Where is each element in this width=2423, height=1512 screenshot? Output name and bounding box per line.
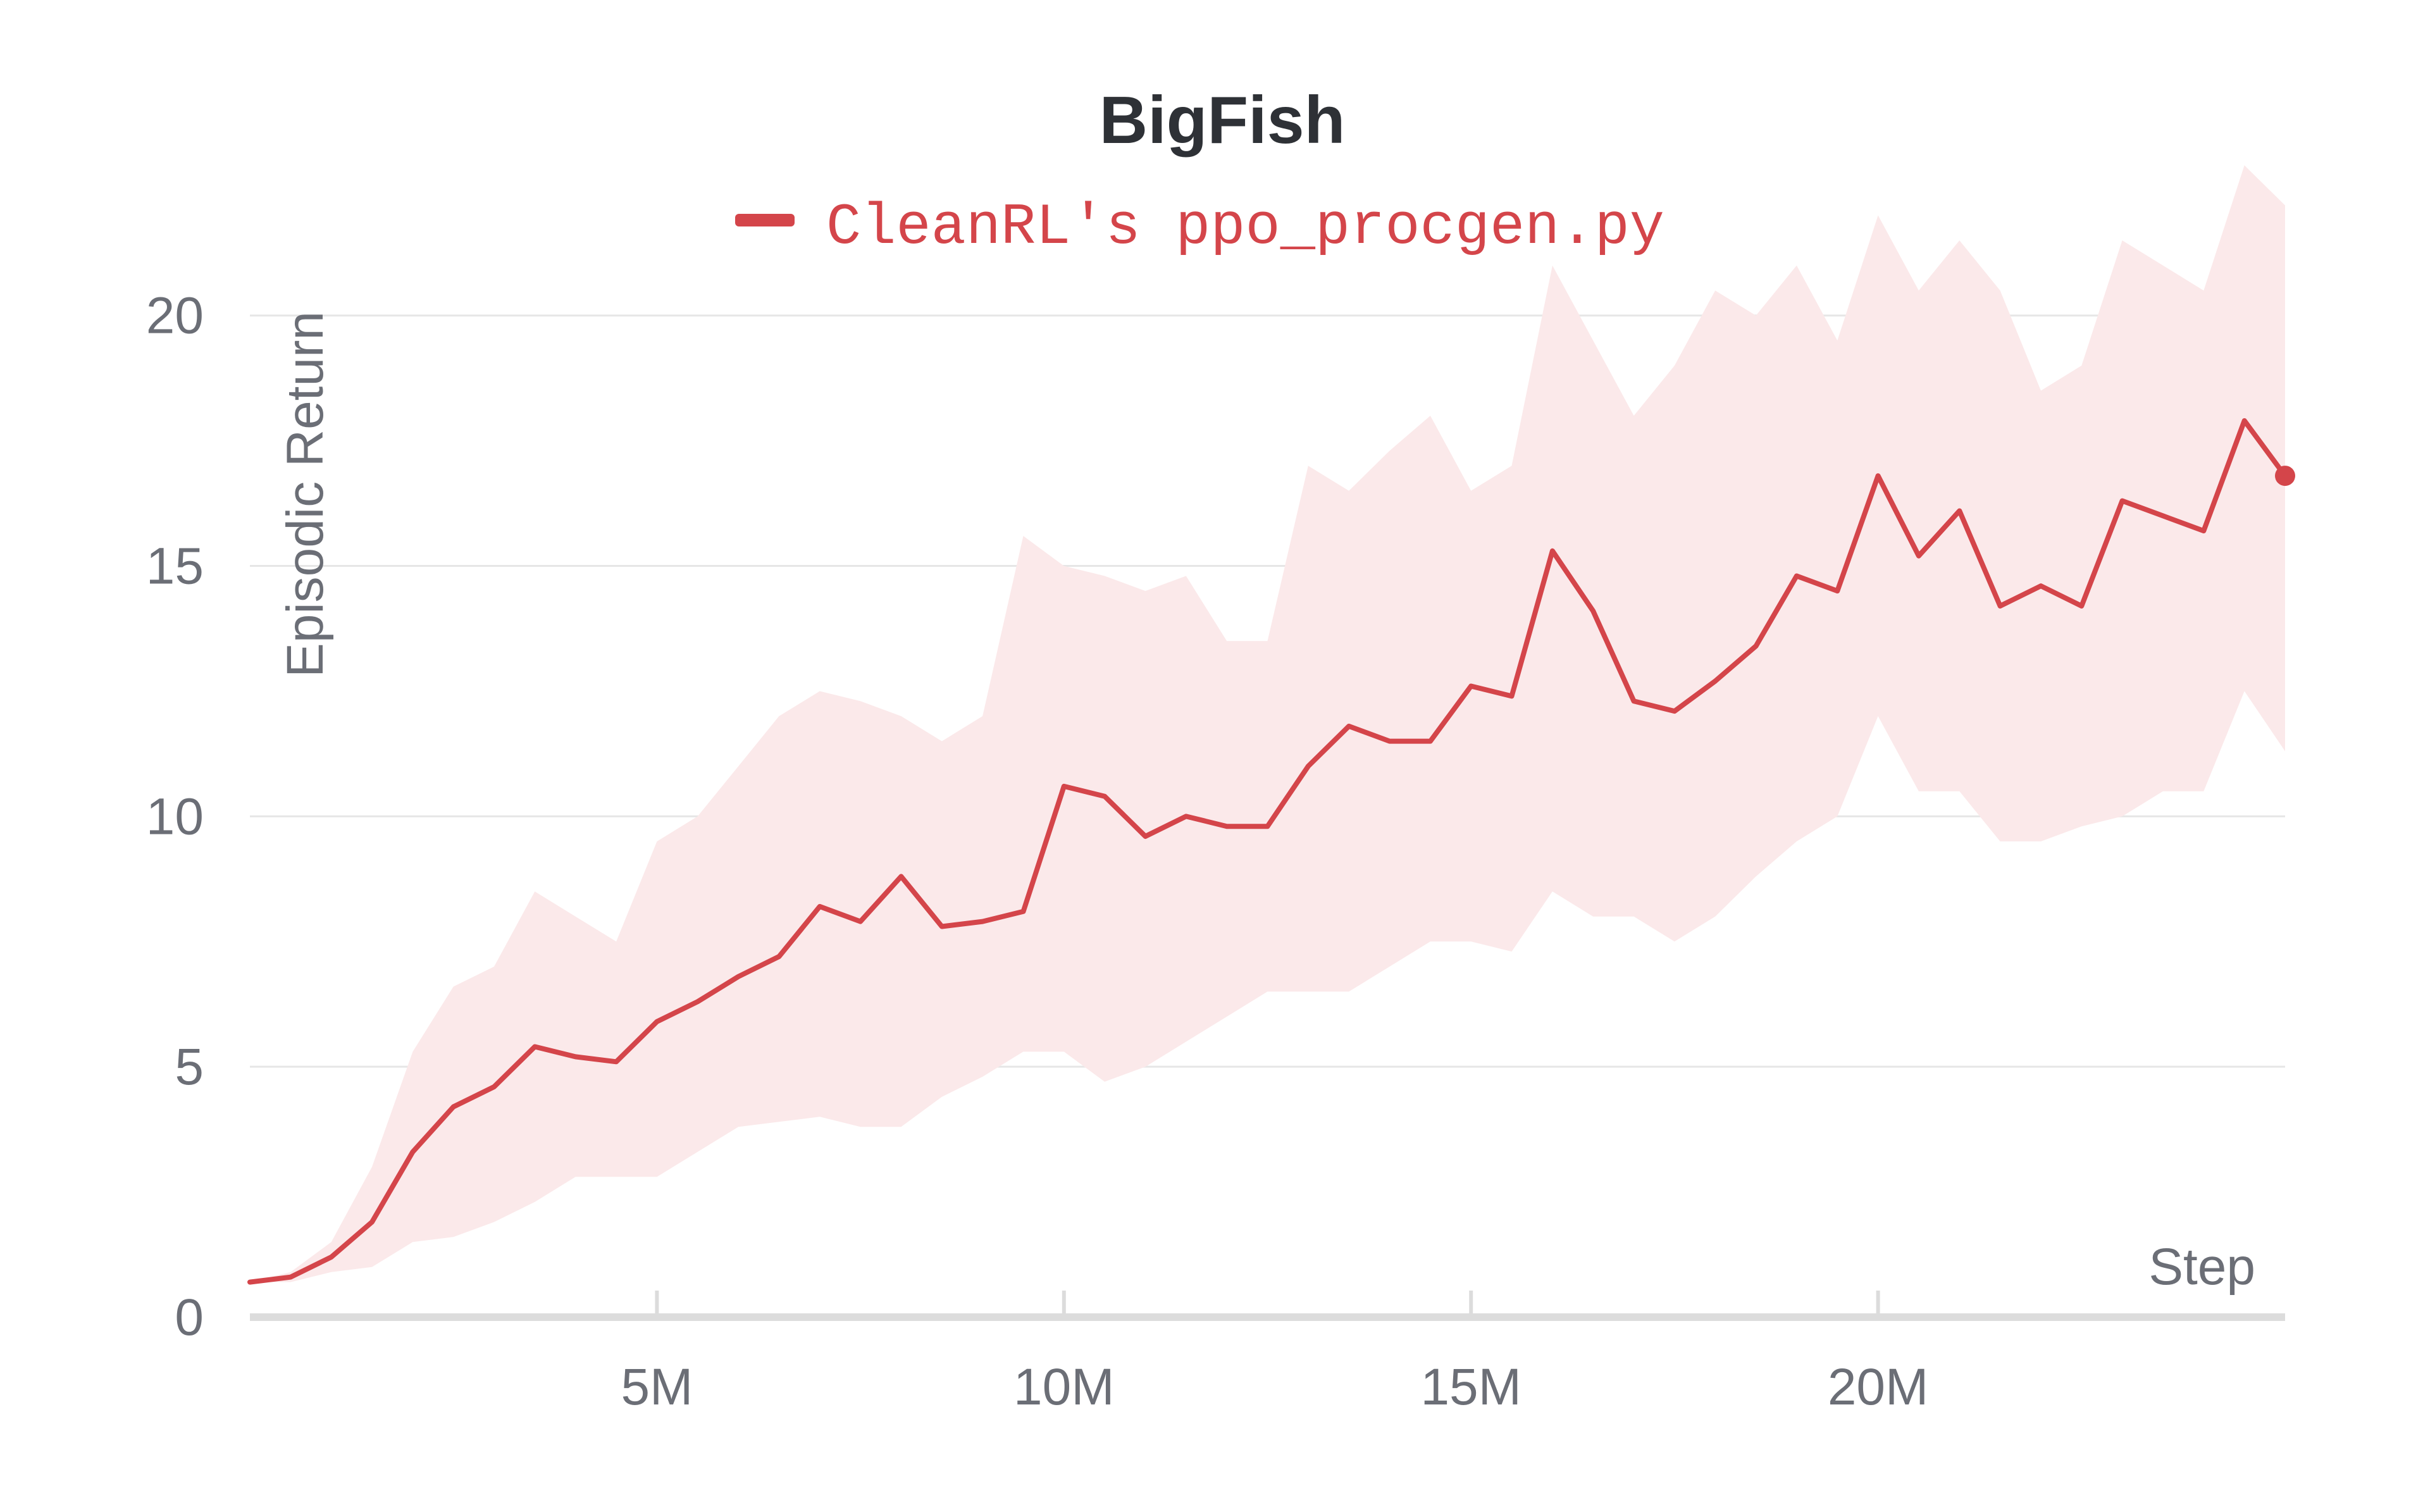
series-0-end-marker xyxy=(2275,466,2295,486)
legend-label: CleanRL's ppo_procgen.py xyxy=(826,194,1664,261)
y-tick-label-20: 20 xyxy=(146,287,204,345)
y-tick-group: 0 5 10 15 20 xyxy=(146,287,204,1346)
y-axis-label: Episodic Return xyxy=(276,311,334,678)
y-tick-label-0: 0 xyxy=(175,1289,204,1346)
y-tick-label-5: 5 xyxy=(175,1038,204,1096)
x-tick-group: 5M 10M 15M 20M xyxy=(621,1291,1928,1416)
y-tick-label-10: 10 xyxy=(146,788,204,845)
x-axis-label: Step xyxy=(2148,1238,2255,1296)
x-tick-label-3: 20M xyxy=(1828,1358,1929,1416)
y-tick-label-15: 15 xyxy=(146,538,204,595)
x-tick-label-2: 15M xyxy=(1420,1358,1521,1416)
series-0-line xyxy=(247,418,2288,1285)
series-0-band xyxy=(250,165,2285,1282)
x-tick-label-1: 10M xyxy=(1013,1358,1115,1416)
legend: CleanRL's ppo_procgen.py xyxy=(735,194,1664,261)
legend-swatch xyxy=(735,214,795,226)
band-layer xyxy=(250,165,2285,1282)
x-tick-label-0: 5M xyxy=(621,1358,693,1416)
chart-title: BigFish xyxy=(1100,83,1346,158)
line-layer xyxy=(247,418,2295,1285)
